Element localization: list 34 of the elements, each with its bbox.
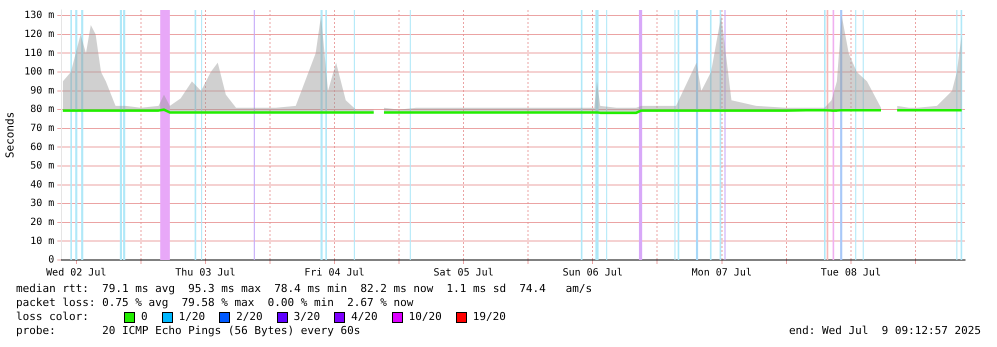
legend-title: loss color: — [16, 310, 90, 324]
y-tick-label: 50 m — [30, 160, 54, 172]
y-tick-label: 80 m — [30, 104, 54, 116]
legend-label: 1/20 — [178, 310, 206, 324]
x-tick-label: Fri 04 Jul — [304, 268, 365, 279]
legend-label: 10/20 — [408, 310, 442, 324]
legend-label: 0 — [141, 310, 148, 324]
y-axis-title: Seconds — [3, 112, 16, 158]
y-tick-label: 30 m — [30, 198, 54, 210]
legend-label: 4/20 — [351, 310, 378, 324]
y-tick-label: 70 m — [30, 123, 54, 134]
x-tick-label: Tue 08 Jul — [820, 268, 881, 279]
text: median rtt: 79.1 ms avg 95.3 ms max 78.4 ms min 82.2 ms now 1.1 ms sd 74.4 am/s — [16, 282, 594, 296]
y-tick-label: 100 m — [24, 66, 54, 78]
text: end: Wed Jul 9 09:12:57 2025 — [788, 324, 981, 338]
legend-label: 3/20 — [294, 310, 320, 324]
y-tick-label: 0 — [48, 254, 54, 266]
x-tick-label: Sat 05 Jul — [433, 268, 494, 279]
text: packet loss: 0.75 % avg 79.58 % max 0.00 % min 2.67 % now — [16, 296, 414, 310]
x-tick-label: Sun 06 Jul — [562, 268, 623, 279]
legend-label: 19/20 — [472, 310, 506, 324]
y-tick-label: 10 m — [30, 236, 54, 247]
y-tick-label: 60 m — [30, 142, 54, 153]
y-tick-label: 40 m — [30, 179, 54, 190]
y-tick-label: 130 m — [24, 10, 54, 22]
y-tick-label: 90 m — [30, 85, 54, 96]
text: probe: 20 ICMP Echo Pings (56 Bytes) every 60s — [16, 324, 360, 338]
x-tick-label: Wed 02 Jul — [46, 268, 106, 279]
y-tick-label: 120 m — [24, 29, 54, 40]
y-tick-label: 110 m — [24, 48, 54, 59]
legend-label: 2/20 — [236, 310, 263, 324]
x-tick-label: Thu 03 Jul — [175, 268, 236, 279]
x-tick-label: Mon 07 Jul — [692, 268, 752, 279]
y-tick-label: 20 m — [30, 217, 54, 228]
